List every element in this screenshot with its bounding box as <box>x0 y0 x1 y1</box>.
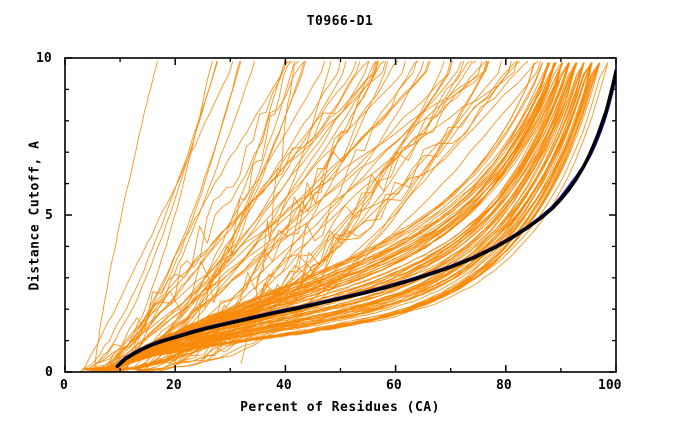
x-tick-label-80: 80 <box>496 378 512 393</box>
y-tick-label-5: 5 <box>45 208 53 223</box>
prediction-ensemble-curves <box>79 60 609 372</box>
x-tick-label-20: 20 <box>166 378 182 393</box>
x-tick-label-100: 100 <box>598 378 622 393</box>
x-tick-label-0: 0 <box>60 378 68 393</box>
x-axis-label: Percent of Residues (CA) <box>240 400 440 415</box>
y-tick-label-10: 10 <box>36 51 52 66</box>
x-tick-label-60: 60 <box>386 378 402 393</box>
axis-frame <box>64 57 617 373</box>
x-tick-label-40: 40 <box>276 378 292 393</box>
chart-title: T0966-D1 <box>306 14 374 29</box>
reference-curves <box>115 68 616 369</box>
y-tick-label-0: 0 <box>45 365 53 380</box>
